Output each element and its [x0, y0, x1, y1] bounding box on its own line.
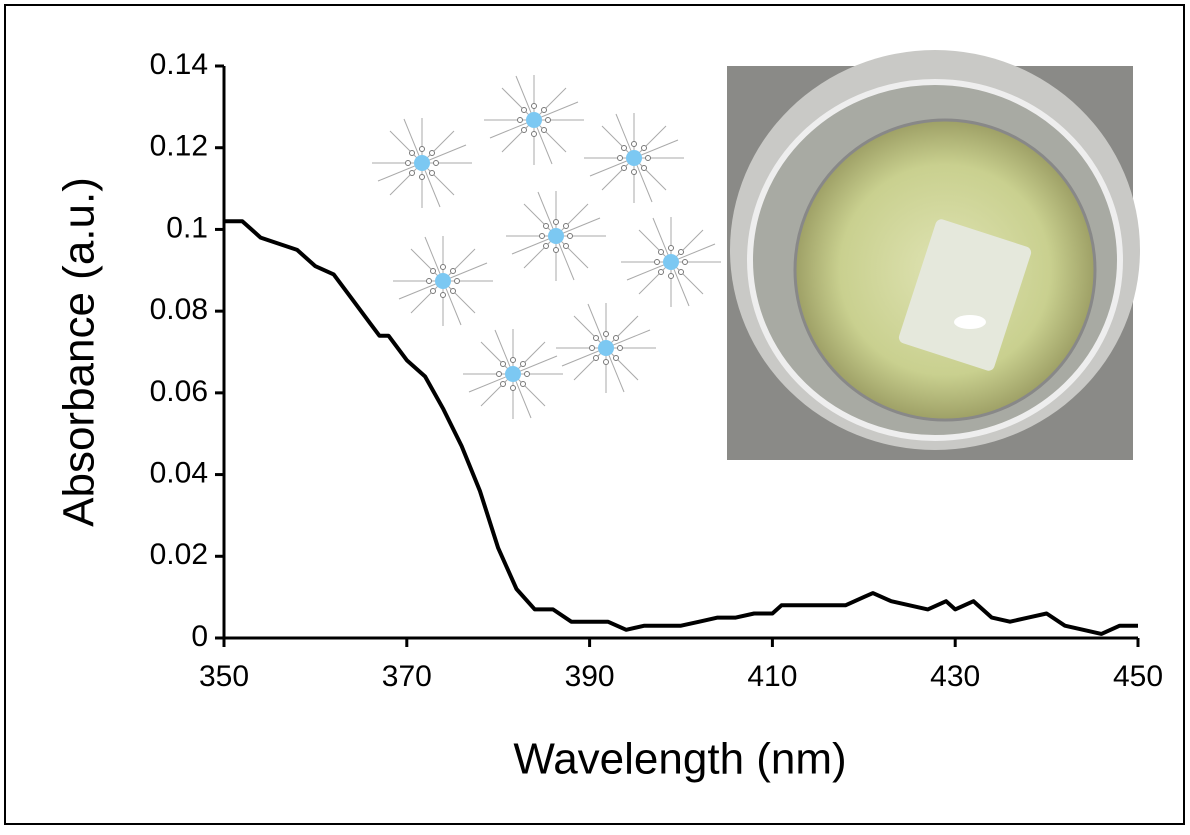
- y-tick-label: 0.02: [150, 538, 208, 571]
- y-tick-label: 0.12: [150, 130, 208, 163]
- inset-photo: [727, 50, 1140, 460]
- x-tick-label: 390: [565, 660, 615, 693]
- y-tick-label: 0.06: [150, 375, 208, 408]
- y-tick-label: 0.04: [150, 456, 208, 489]
- y-tick-label: 0.08: [150, 293, 208, 326]
- x-axis-label: Wavelength (nm): [513, 735, 846, 784]
- x-tick-label: 350: [199, 660, 249, 693]
- y-tick-label: 0.14: [150, 48, 208, 81]
- x-tick-label: 370: [382, 660, 432, 693]
- data-line: [224, 219, 1138, 636]
- x-tick-label: 450: [1113, 660, 1163, 693]
- x-tick-label: 430: [930, 660, 980, 693]
- y-axis-label: Absorbance (a.u.): [55, 177, 104, 527]
- y-tick-label: 0: [191, 620, 208, 653]
- y-tick-label: 0.1: [166, 211, 208, 244]
- x-tick-label: 410: [747, 660, 797, 693]
